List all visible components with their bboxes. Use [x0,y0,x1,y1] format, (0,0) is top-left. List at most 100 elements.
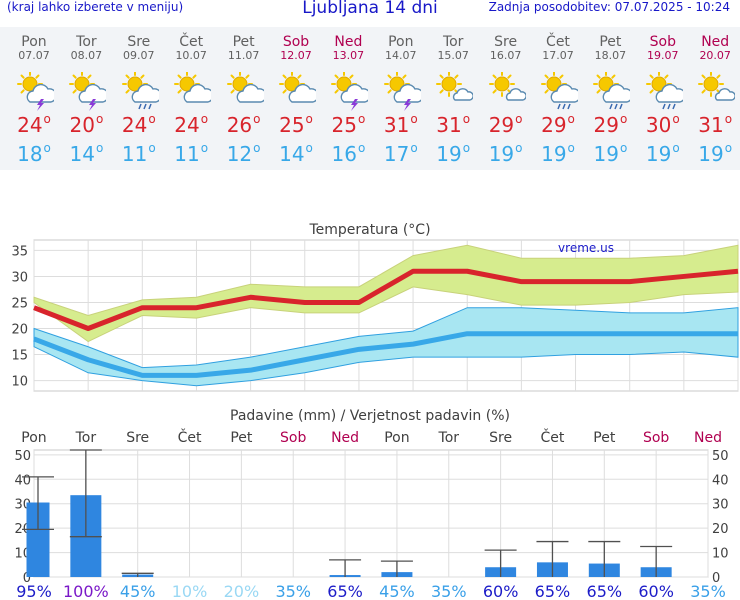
sun-cloud-icon [226,71,267,116]
precipitation-probability: 35% [275,582,311,600]
x-category-label: Pet [230,430,253,446]
precipitation-probability: 60% [483,582,519,600]
x-category-label: Sre [489,430,512,446]
min-temperature: 14o [69,141,104,166]
day-date: 08.07 [70,49,103,62]
day-date: 19.07 [647,49,679,62]
day-date: 13.07 [332,49,365,62]
max-temperature: 25o [279,112,313,137]
day-date: 18.07 [594,49,627,62]
y-tick-label: 35 [11,244,28,259]
watermark: vreme.us [558,241,614,255]
sun-cloud-thunder-icon [330,71,372,116]
sun-cloud-icon [278,71,319,116]
day-date: 11.07 [227,49,260,62]
y-tick-label-left: 50 [14,449,31,464]
y-tick-label-right: 30 [712,498,729,513]
precipitation-probability: 35% [690,582,726,600]
y-tick-label: 15 [11,349,28,364]
x-category-label: Sob [280,430,306,446]
x-category-label: Sre [126,430,149,446]
day-date: 16.07 [489,49,522,62]
day-date: 20.07 [699,49,731,62]
day-name: Ned [701,34,730,50]
x-category-label: Pon [384,430,409,446]
min-temperature: 14o [279,141,313,166]
sun-cloud-thunder-icon [16,71,57,116]
min-temperature: 16o [331,141,366,166]
x-category-label: Ned [694,430,722,446]
x-category-label: Čet [541,428,565,446]
sun-small-cloud-icon [697,71,736,116]
min-temperature: 19o [436,141,471,166]
max-temperature: 29o [488,112,523,137]
x-category-label: Čet [178,428,202,446]
y-tick-label-left: 0 [23,571,31,586]
chart-title: Padavine (mm) / Verjetnost padavin (%) [230,408,510,424]
day-name: Čet [179,34,204,50]
page-title: Ljubljana 14 dni [302,0,438,18]
location-hint: (kraj lahko izberete v meniju) [7,0,184,14]
min-temperature: 19o [645,141,680,166]
min-temperature: 19o [541,141,575,166]
day-date: 15.07 [437,49,469,62]
precipitation-probability: 100% [63,582,109,600]
max-temperature: 20o [69,112,104,137]
day-date: 14.07 [385,49,417,62]
temperature-chart: Temperatura (°C) 10 15 20 25 30 35 vreme.us [11,222,739,392]
tmax-range-band [33,244,739,343]
min-temperature: 11o [174,141,209,166]
day-name: Tor [76,34,97,50]
precipitation-probability: 60% [638,582,674,600]
day-name: Sob [282,34,310,50]
sun-small-cloud-icon [488,71,527,116]
max-temperature: 31o [383,112,418,137]
day-date: 12.07 [280,49,312,62]
y-tick-label: 25 [11,296,28,311]
day-date: 07.07 [18,49,50,62]
max-temperature: 30o [645,112,680,137]
chart-title: Temperatura (°C) [308,222,430,238]
y-tick-label-right: 0 [712,571,720,586]
precipitation-probability: 65% [327,582,363,600]
tmin-series-line [33,331,738,378]
day-date: 17.07 [542,49,574,62]
y-tick-label: 20 [11,323,28,338]
day-name: Sre [494,34,518,50]
sun-cloud-rain-icon [592,71,634,116]
y-tick-label-right: 10 [712,547,729,562]
x-category-label: Pet [593,430,616,446]
y-tick-label: 30 [11,270,28,285]
max-temperature: 29o [593,112,628,137]
x-category-label: Sob [643,430,669,446]
min-temperature: 12o [226,141,261,166]
precipitation-bar [26,502,50,577]
min-temperature: 19o [698,141,733,166]
x-category-label: Ned [331,430,359,446]
max-temperature: 26o [226,112,261,137]
y-tick-label-right: 20 [712,522,729,537]
day-name: Ned [334,34,363,50]
tmax-series-line [33,268,739,332]
min-temperature: 19o [593,141,628,166]
max-temperature: 24o [174,112,209,137]
day-name: Tor [442,34,464,50]
day-name: Pet [599,34,622,50]
min-temperature: 19o [488,141,523,166]
max-temperature: 29o [541,112,575,137]
precipitation-probability: 45% [379,582,415,600]
max-temperature: 24o [121,112,156,137]
day-name: Pon [388,34,414,50]
precipitation-probability: 65% [587,582,623,600]
daily-forecast-panel: Pon 07.07 24o 18o Tor 08.07 20o 14o Sre 09.07 24o 1… [0,27,740,170]
sun-cloud-thunder-icon [68,71,110,116]
plot-area [33,449,709,578]
precipitation-probability: 65% [535,582,571,600]
x-category-label: Pon [21,430,46,446]
sun-small-cloud-icon [435,71,474,116]
y-tick-label: 10 [11,375,28,390]
min-temperature: 18o [17,141,51,166]
y-tick-label-right: 40 [712,473,729,488]
sun-cloud-rain-icon [540,71,581,116]
day-name: Pon [21,34,47,50]
